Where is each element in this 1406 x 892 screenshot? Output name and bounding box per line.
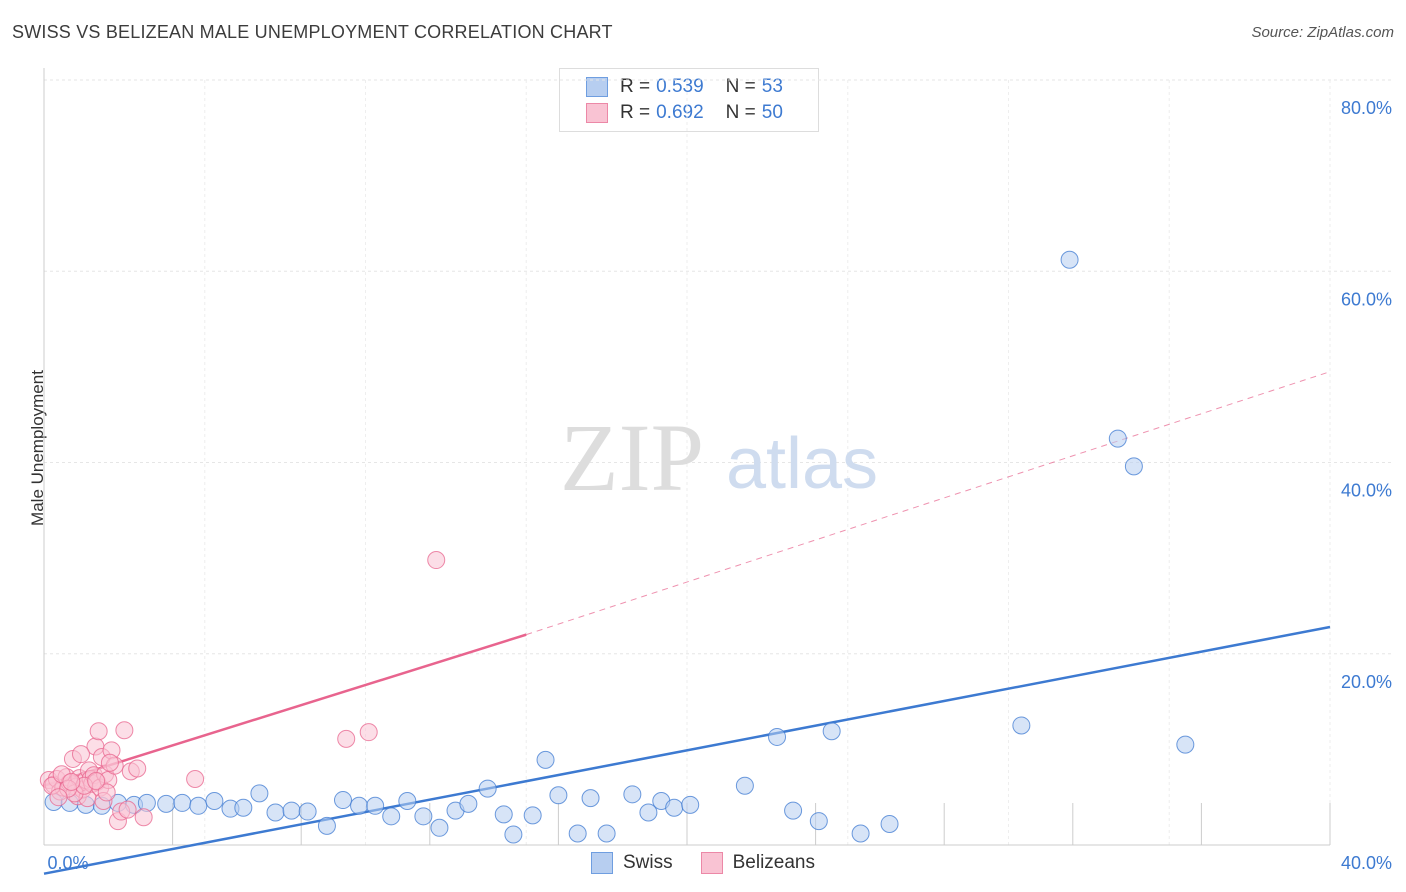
point-swiss <box>504 825 523 844</box>
point-swiss <box>681 795 700 814</box>
point-swiss <box>266 803 285 822</box>
point-swiss <box>851 824 870 843</box>
series-swatch-swiss <box>590 852 613 874</box>
x-tick-label-min: 0.0% <box>47 853 88 873</box>
point-swiss <box>398 792 417 811</box>
source-label: Source: ZipAtlas.com <box>1251 24 1394 41</box>
legend-r-value-belizeans: 0.692 <box>656 102 704 123</box>
point-belizeans <box>427 551 446 570</box>
point-swiss <box>581 789 600 808</box>
point-swiss <box>784 801 803 820</box>
point-swiss <box>1012 716 1031 735</box>
legend-r-label: R = <box>620 102 651 123</box>
point-swiss <box>234 798 253 817</box>
point-swiss <box>1176 735 1195 754</box>
legend-n-value-swiss: 53 <box>761 76 783 97</box>
point-swiss <box>1060 250 1079 269</box>
y-tick-label: 60.0% <box>1341 289 1392 309</box>
chart-title: SWISS VS BELIZEAN MALE UNEMPLOYMENT CORR… <box>12 22 613 42</box>
point-swiss <box>157 794 176 813</box>
point-swiss <box>317 816 336 835</box>
point-belizeans <box>71 745 90 764</box>
point-swiss <box>623 785 642 804</box>
point-belizeans <box>134 808 153 827</box>
point-swiss <box>735 776 754 795</box>
legend-n-value-belizeans: 50 <box>761 102 783 123</box>
point-swiss <box>536 750 555 769</box>
point-swiss <box>639 803 658 822</box>
point-belizeans <box>89 722 108 741</box>
x-tick-label-max: 40.0% <box>1341 853 1392 873</box>
point-swiss <box>597 824 616 843</box>
legend-n-label: N = <box>725 76 756 97</box>
trend-extension-belizeans <box>526 371 1331 636</box>
legend-r-label: R = <box>620 76 651 97</box>
point-swiss <box>414 807 433 826</box>
point-belizeans <box>186 770 205 789</box>
point-belizeans <box>118 800 137 819</box>
watermark-atlas: atlas <box>726 424 878 504</box>
point-swiss <box>809 812 828 831</box>
correlation-legend: R = 0.539 N = 53 R = 0.692 N = 50 <box>559 68 819 132</box>
point-belizeans <box>97 783 116 802</box>
point-belizeans <box>49 788 68 807</box>
legend-row-swiss: R = 0.539 N = 53 <box>586 74 783 100</box>
tick-labels: 20.0% 40.0% 60.0% 80.0% 0.0% 40.0% <box>47 98 1392 873</box>
point-belizeans <box>337 729 356 748</box>
point-swiss <box>665 798 684 817</box>
point-belizeans <box>359 723 378 742</box>
series-legend-belizeans: Belizeans <box>700 852 815 874</box>
point-belizeans <box>100 753 119 772</box>
y-tick-label: 20.0% <box>1341 672 1392 692</box>
point-swiss <box>366 796 385 815</box>
legend-r-value-swiss: 0.539 <box>656 76 704 97</box>
point-swiss <box>1108 429 1127 448</box>
point-swiss <box>880 814 899 833</box>
point-swiss <box>568 824 587 843</box>
legend-swatch-belizeans <box>586 103 608 123</box>
point-swiss <box>298 802 317 821</box>
point-swiss <box>205 792 224 811</box>
point-swiss <box>494 805 513 824</box>
point-swiss <box>173 793 192 812</box>
trend-line-swiss <box>43 625 1331 875</box>
legend-swatch-swiss <box>586 77 608 97</box>
point-swiss <box>459 794 478 813</box>
point-belizeans <box>62 772 81 791</box>
watermark-zip: ZIP <box>560 404 704 511</box>
series-swatch-belizeans <box>700 852 723 874</box>
data-points <box>39 250 1195 844</box>
point-swiss <box>523 806 542 825</box>
legend-n-label: N = <box>725 102 756 123</box>
y-tick-label: 80.0% <box>1341 98 1392 118</box>
series-name-belizeans: Belizeans <box>732 852 815 873</box>
legend-row-belizeans: R = 0.692 N = 50 <box>586 100 783 126</box>
point-belizeans <box>87 771 106 790</box>
point-swiss <box>549 786 568 805</box>
point-swiss <box>822 722 841 741</box>
gridlines <box>44 79 1392 845</box>
point-swiss <box>333 791 352 810</box>
point-swiss <box>250 784 269 803</box>
point-swiss <box>1124 457 1143 476</box>
point-swiss <box>478 779 497 798</box>
point-swiss <box>350 796 369 815</box>
trend-line-belizeans <box>43 633 527 787</box>
point-swiss <box>382 807 401 826</box>
watermark: ZIP atlas <box>560 404 878 511</box>
trend-lines <box>43 371 1331 875</box>
series-legend-swiss: Swiss <box>590 852 673 874</box>
point-swiss <box>282 801 301 820</box>
point-belizeans <box>128 759 147 778</box>
point-belizeans <box>115 721 134 740</box>
point-swiss <box>768 727 787 746</box>
point-swiss <box>430 818 449 837</box>
point-swiss <box>189 796 208 815</box>
series-name-swiss: Swiss <box>622 852 673 873</box>
y-tick-label: 40.0% <box>1341 481 1392 501</box>
series-legend: Swiss Belizeans <box>0 852 1406 874</box>
